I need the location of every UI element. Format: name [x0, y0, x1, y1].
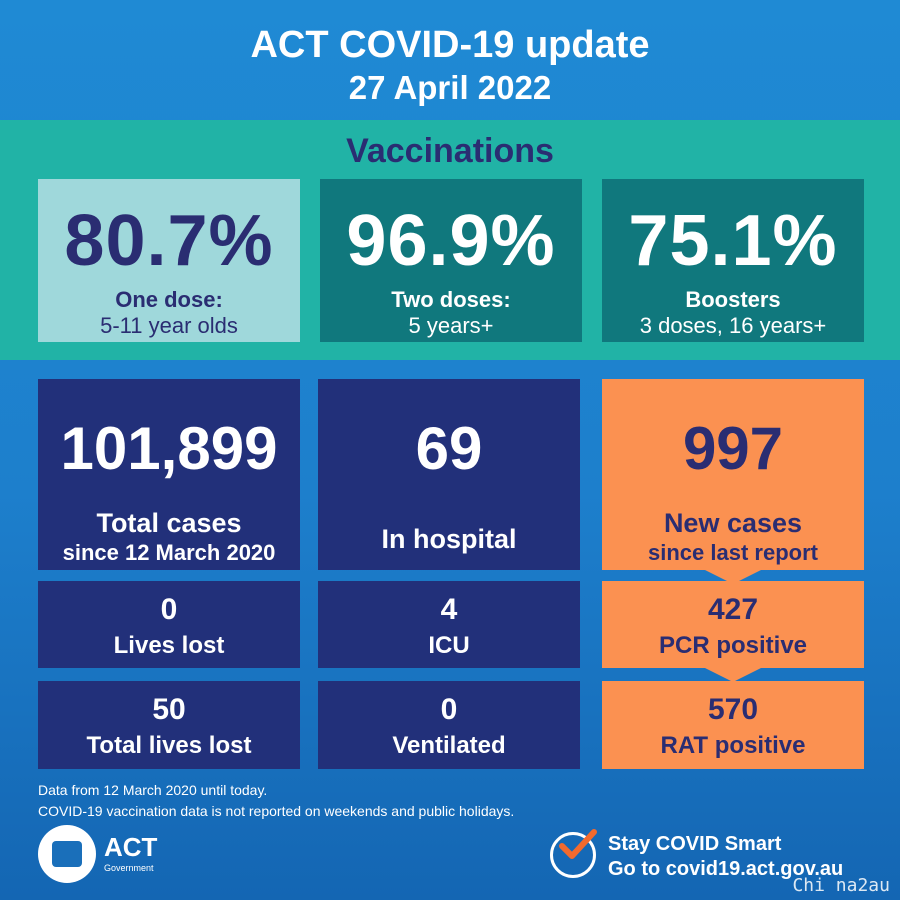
ventilated-card: 0 Ventilated [318, 681, 580, 769]
new-cases-label: New cases [663, 508, 803, 538]
footnote-data-range: Data from 12 March 2020 until today. [38, 782, 268, 798]
footnotes: Data from 12 March 2020 until today. COV… [38, 780, 514, 822]
boosters-sub: 3 doses, 16 years+ [639, 313, 827, 338]
act-government-logo: ACT Government [38, 825, 198, 885]
two-doses-label: Two doses: [391, 287, 511, 312]
check-circle-icon [550, 832, 596, 878]
rat-label: RAT positive [660, 732, 806, 759]
boosters-label: Boosters [685, 287, 781, 312]
total-cases-value: 101,899 [60, 415, 278, 482]
two-doses-sub: 5 years+ [408, 313, 494, 338]
watermark: Chi na2au [792, 875, 890, 896]
rat-card: 570 RAT positive [602, 681, 864, 769]
icu-card: 4 ICU [318, 581, 580, 668]
rat-value: 570 [707, 693, 759, 726]
hospital-label: In hospital [381, 524, 517, 554]
ventilated-label: Ventilated [392, 732, 506, 759]
act-crest-icon [38, 825, 96, 883]
stay-covid-smart: Stay COVID Smart Go to covid19.act.gov.a… [550, 829, 880, 890]
lives-lost-value: 0 [160, 593, 178, 626]
header: ACT COVID-19 update 27 April 2022 [0, 0, 900, 120]
icu-label: ICU [428, 632, 470, 659]
act-government-text: Government [104, 863, 154, 873]
new-cases-card: 997 New cases since last report [602, 379, 864, 570]
one-dose-percent: 80.7% [64, 201, 274, 281]
total-lives-lost-card: 50 Total lives lost [38, 681, 300, 769]
two-doses-card: 96.9% Two doses: 5 years+ [320, 179, 582, 342]
total-cases-label: Total cases [96, 508, 242, 538]
page-title: ACT COVID-19 update [250, 24, 650, 66]
total-cases-sub: since 12 March 2020 [62, 540, 276, 565]
one-dose-sub: 5-11 year olds [100, 313, 238, 338]
one-dose-label: One dose: [115, 287, 223, 312]
vaccinations-title: Vaccinations [346, 132, 554, 170]
one-dose-card: 80.7% One dose: 5-11 year olds [38, 179, 300, 342]
new-cases-pointer [705, 570, 761, 584]
new-cases-sub: since last report [648, 540, 818, 565]
hospital-value: 69 [415, 415, 483, 482]
two-doses-percent: 96.9% [346, 201, 556, 281]
boosters-percent: 75.1% [628, 201, 838, 281]
new-cases-value: 997 [682, 415, 784, 482]
hospital-card: 69 In hospital [318, 379, 580, 570]
covid-website-link[interactable]: Go to covid19.act.gov.au [608, 858, 844, 880]
act-logo-text: ACT [104, 832, 158, 862]
pcr-pointer [705, 668, 761, 682]
total-lives-lost-label: Total lives lost [86, 732, 252, 759]
icu-value: 4 [440, 593, 458, 626]
boosters-card: 75.1% Boosters 3 doses, 16 years+ [602, 179, 864, 342]
pcr-value: 427 [707, 593, 759, 626]
lives-lost-card: 0 Lives lost [38, 581, 300, 668]
total-cases-card: 101,899 Total cases since 12 March 2020 [38, 379, 300, 570]
report-date: 27 April 2022 [348, 69, 552, 106]
ventilated-value: 0 [440, 693, 458, 726]
lives-lost-label: Lives lost [113, 632, 225, 659]
pcr-label: PCR positive [658, 632, 808, 659]
stay-covid-smart-text: Stay COVID Smart [608, 833, 782, 855]
footnote-vaccination: COVID-19 vaccination data is not reporte… [38, 803, 515, 819]
checkmark-icon [559, 829, 597, 859]
total-lives-lost-value: 50 [152, 693, 186, 726]
pcr-card: 427 PCR positive [602, 581, 864, 668]
